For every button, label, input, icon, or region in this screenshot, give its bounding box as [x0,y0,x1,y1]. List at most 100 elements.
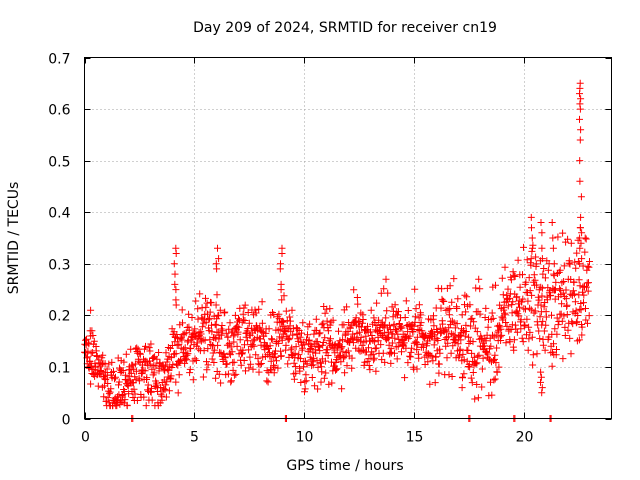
data-point [544,266,552,274]
data-point [195,332,203,340]
data-point [536,335,544,343]
data-point [223,360,231,368]
data-point [332,366,340,373]
data-point [576,115,583,123]
data-point [491,351,499,359]
data-point [217,325,225,333]
data-point [417,319,425,327]
data-point [457,336,465,344]
y-tick-label: 0.1 [48,361,70,377]
data-point [304,331,311,339]
data-point [529,244,536,252]
data-point [213,265,221,273]
data-point [353,294,361,301]
data-point [147,340,155,348]
data-point [173,331,181,338]
data-point [561,323,569,331]
data-point [527,255,535,263]
data-point [419,343,427,351]
data-point [215,255,223,263]
data-point [380,285,388,293]
data-point [539,317,547,325]
data-point [357,333,365,341]
data-point [465,333,473,341]
data-point [528,247,536,255]
data-point [468,379,476,387]
data-point [112,373,119,381]
x-tick-labels: 0 5 10 15 20 [81,430,533,446]
data-point [191,325,199,333]
data-point [107,385,115,393]
data-point [435,360,443,368]
data-point [447,330,455,338]
data-point [397,323,405,331]
data-point [576,305,584,313]
data-point [348,354,356,362]
data-point [268,335,275,343]
data-point [498,331,506,339]
data-point [529,361,537,369]
data-point [317,378,325,386]
data-point [554,233,562,241]
data-point [229,366,237,374]
data-point [273,357,280,365]
data-point [448,373,456,380]
data-point [218,322,226,329]
x-tick-label: 5 [190,430,199,446]
y-tick-label: 0.6 [48,103,70,119]
chart-title: Day 209 of 2024, SRMTID for receiver cn1… [193,20,497,36]
data-point [415,354,423,362]
data-point [327,335,334,343]
data-point [490,376,498,384]
data-point [412,339,420,347]
data-point [576,177,584,185]
data-point [169,361,177,369]
data-point [158,396,166,404]
data-point [332,366,339,374]
data-point [553,346,560,353]
data-point [337,358,345,366]
data-point [328,379,336,387]
data-point [577,306,585,314]
data-point [421,333,428,341]
data-point [142,342,149,350]
data-point [301,378,309,386]
data-point [407,348,415,356]
data-point [379,349,387,357]
data-point [468,349,476,357]
data-point [134,345,142,353]
data-point [576,136,584,144]
data-point [270,362,277,370]
data-point [584,262,592,270]
data-point [413,365,421,373]
data-point [516,303,523,311]
data-point [293,325,301,333]
data-point [235,315,242,323]
data-point [358,341,366,349]
data-point [453,320,461,328]
data-point [526,287,534,295]
data-point [454,340,462,348]
data-point [170,260,178,268]
data-point [415,301,423,309]
data-point [103,365,111,373]
data-point [251,306,259,314]
data-point [430,322,438,330]
data-point [448,298,456,306]
data-point [211,346,219,354]
data-point [343,303,351,311]
data-point [296,333,304,341]
data-point [191,355,199,363]
data-point [562,286,570,294]
data-point [354,318,362,326]
data-point [519,295,527,303]
data-point [488,391,496,399]
data-point [377,341,385,349]
data-point [135,357,143,365]
data-point [504,296,512,304]
data-point [560,278,568,285]
data-point [567,350,575,358]
data-point [448,317,456,325]
data-point [307,341,315,349]
data-point [196,290,204,298]
